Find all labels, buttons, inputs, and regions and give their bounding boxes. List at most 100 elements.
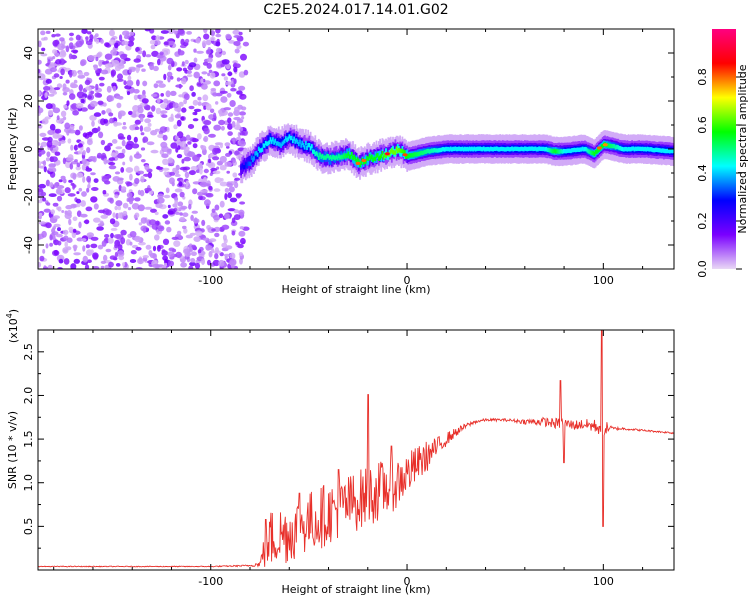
- noise-speckle: [96, 226, 104, 231]
- noise-speckle: [192, 99, 199, 106]
- ridge-band: [379, 155, 381, 160]
- ridge-band: [615, 144, 618, 150]
- noise-speckle: [56, 134, 63, 139]
- noise-speckle: [126, 181, 133, 187]
- noise-speckle: [160, 30, 169, 34]
- noise-speckle: [38, 68, 41, 74]
- ridge-band: [381, 151, 384, 156]
- ridge-band: [307, 143, 310, 148]
- noise-speckle: [159, 126, 168, 133]
- noise-speckle: [104, 42, 110, 47]
- noise-speckle: [95, 83, 99, 91]
- ridge-band: [532, 146, 535, 152]
- ridge-band: [578, 147, 580, 152]
- noise-speckle: [203, 168, 209, 174]
- ridge-band: [580, 147, 583, 152]
- noise-speckle: [188, 62, 197, 68]
- ridge-band: [413, 152, 416, 157]
- noise-speckle: [234, 150, 240, 156]
- noise-speckle: [38, 183, 46, 189]
- noise-speckle: [223, 107, 231, 111]
- noise-speckle: [186, 70, 192, 74]
- noise-speckle: [59, 37, 65, 42]
- noise-speckle: [226, 92, 232, 98]
- ridge-band: [637, 146, 639, 151]
- x-tick-label: 0: [404, 575, 411, 588]
- noise-speckle: [195, 230, 203, 237]
- noise-speckle: [136, 79, 140, 87]
- ridge-band: [306, 141, 308, 150]
- noise-speckle: [135, 67, 140, 74]
- noise-speckle: [233, 209, 240, 214]
- ridge-band: [428, 149, 431, 154]
- noise-speckle: [151, 93, 158, 98]
- noise-speckle: [85, 86, 92, 91]
- ridge-band: [242, 165, 245, 170]
- noise-speckle: [54, 33, 61, 37]
- noise-speckle: [87, 55, 95, 62]
- noise-speckle: [66, 100, 70, 106]
- ridge-band: [479, 146, 482, 151]
- ridge-band: [512, 147, 515, 152]
- ridge-band: [570, 148, 572, 154]
- noise-speckle: [80, 200, 86, 207]
- ridge-band: [390, 148, 393, 153]
- noise-speckle: [202, 237, 210, 241]
- ridge-band: [312, 144, 314, 153]
- noise-speckle: [144, 105, 151, 111]
- y-tick-label: 2.0: [22, 387, 35, 405]
- noise-speckle: [63, 104, 68, 109]
- ridge-band: [641, 146, 644, 151]
- noise-speckle: [155, 203, 163, 209]
- noise-speckle: [75, 198, 82, 204]
- noise-speckle: [225, 62, 231, 70]
- noise-speckle: [183, 146, 190, 151]
- noise-speckle: [69, 163, 74, 170]
- noise-speckle: [150, 44, 156, 50]
- noise-speckle: [192, 154, 200, 162]
- ridge-band: [519, 147, 522, 152]
- ridge-band: [257, 149, 260, 157]
- ridge-band: [625, 146, 628, 152]
- noise-speckle: [192, 118, 199, 122]
- noise-speckle: [139, 116, 144, 123]
- noise-speckle: [38, 40, 42, 48]
- ridge-band: [634, 146, 637, 151]
- noise-speckle: [134, 119, 141, 125]
- noise-speckle: [89, 34, 94, 41]
- noise-speckle: [117, 73, 123, 80]
- noise-speckle: [63, 178, 67, 184]
- ridge-band: [638, 146, 641, 151]
- ridge-band: [320, 154, 323, 160]
- ridge-band: [549, 148, 552, 153]
- ridge-band: [350, 151, 353, 157]
- noise-speckle: [226, 182, 233, 188]
- noise-speckle: [52, 202, 59, 207]
- ridge-band: [575, 147, 578, 152]
- noise-speckle: [50, 67, 57, 73]
- noise-speckle: [200, 78, 204, 84]
- ridge-band: [436, 148, 439, 153]
- noise-speckle: [164, 258, 168, 264]
- noise-speckle: [239, 111, 246, 116]
- noise-speckle: [179, 166, 187, 171]
- noise-speckle: [78, 125, 83, 131]
- ridge-band: [614, 145, 617, 150]
- ridge-band: [330, 156, 333, 161]
- ridge-band: [572, 148, 575, 153]
- noise-speckle: [117, 250, 125, 258]
- noise-speckle: [170, 75, 174, 80]
- noise-speckle: [62, 87, 70, 93]
- ridge-band: [300, 143, 303, 148]
- noise-speckle: [108, 162, 116, 166]
- noise-speckle: [133, 136, 138, 143]
- ridge-band: [363, 159, 366, 165]
- y-tick-label: 1.5: [22, 430, 35, 448]
- noise-speckle: [240, 237, 246, 245]
- ridge-band: [471, 146, 473, 151]
- noise-speckle: [73, 252, 81, 256]
- noise-speckle: [58, 137, 62, 142]
- noise-speckle: [78, 143, 83, 148]
- noise-speckle: [155, 80, 164, 84]
- noise-speckle: [218, 119, 226, 126]
